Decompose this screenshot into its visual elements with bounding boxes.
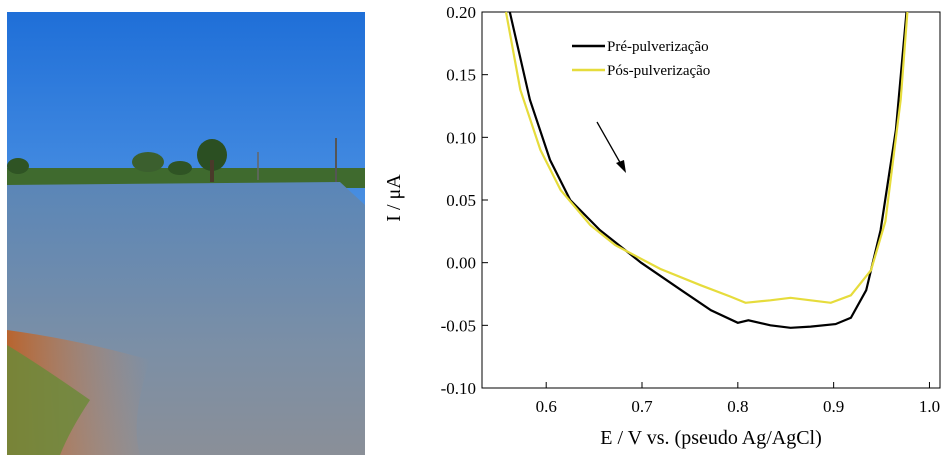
x-tick-label: 0.8 xyxy=(727,397,748,416)
photo xyxy=(7,12,365,455)
arrow xyxy=(596,121,623,167)
x-tick-label: 0.7 xyxy=(631,397,653,416)
x-tick-label: 0.9 xyxy=(823,397,844,416)
legend-label: Pré-pulverização xyxy=(607,39,709,55)
series-line xyxy=(504,11,909,304)
y-axis-label: I / μA xyxy=(383,174,405,222)
series-line xyxy=(508,11,908,329)
plot-frame xyxy=(481,11,941,389)
y-tick-label: 0.10 xyxy=(446,128,476,147)
y-tick-label: 0.00 xyxy=(446,254,476,273)
x-tick-label: 0.6 xyxy=(536,397,557,416)
chart: E / V vs. (pseudo Ag/AgCl) I / μA 0.20 0.… xyxy=(383,3,941,449)
x-tick-label: 1.0 xyxy=(919,397,940,416)
y-tick-label: 0.20 xyxy=(446,3,476,22)
legend-label: Pós-pulverização xyxy=(607,63,710,79)
y-tick-label: 0.15 xyxy=(446,66,476,85)
y-tick-label: -0.10 xyxy=(441,379,476,398)
x-axis-label: E / V vs. (pseudo Ag/AgCl) xyxy=(600,427,822,449)
y-tick-label: -0.05 xyxy=(441,316,476,335)
arrow-head xyxy=(616,160,626,173)
y-tick-label: 0.05 xyxy=(446,191,476,210)
